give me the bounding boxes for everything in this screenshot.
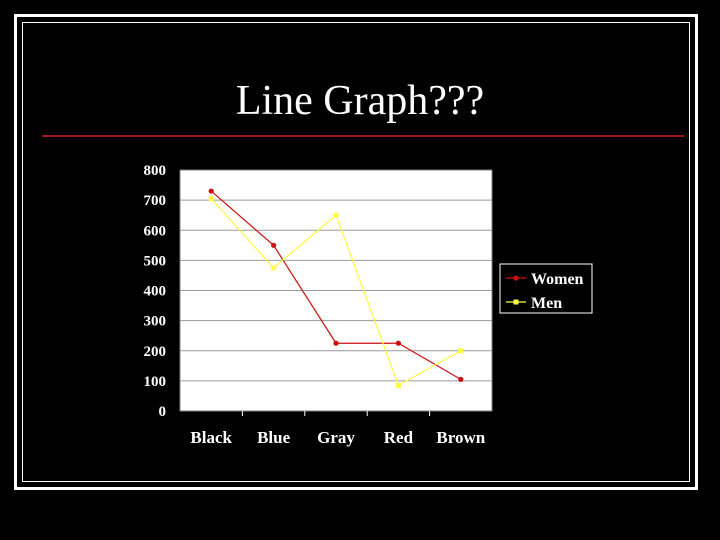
data-point-women [395,340,401,346]
x-tick-label: Gray [317,428,355,447]
data-point-women [271,242,277,248]
slide-title: Line Graph??? [235,78,485,124]
data-point-men [271,265,277,271]
legend: Women Men [499,263,593,314]
series-group [208,188,464,388]
legend-label-men: Men [531,295,562,312]
data-point-men [395,382,401,388]
slide-inner-frame [22,22,690,482]
x-tick-label: Brown [436,428,485,447]
y-tick-label: 700 [144,193,167,209]
data-point-men [333,212,339,218]
legend-box [499,263,593,314]
x-tick-label: Black [190,428,232,447]
y-tick-label: 100 [144,374,167,390]
y-tick-label: 200 [144,344,167,360]
data-point-women [333,340,339,346]
y-tick-label: 500 [144,253,167,269]
legend-marker-women [513,275,519,281]
data-point-women [208,188,214,194]
slide-outer-frame [14,14,698,490]
title-divider [42,135,684,137]
x-tick-label: Red [384,428,414,447]
gridlines [180,199,492,382]
x-tick-label: Blue [257,428,291,447]
data-point-women [458,376,464,382]
y-tick-label: 600 [144,223,167,239]
y-axis-ticks: 0 100 200 300 400 500 600 700 800 [144,163,167,420]
y-tick-label: 0 [159,404,167,420]
y-tick-label: 800 [144,163,167,179]
y-tick-label: 400 [144,284,167,300]
legend-label-women: Women [531,271,584,288]
y-tick-label: 300 [144,314,167,330]
x-axis-ticks: Black Blue Gray Red Brown [190,411,486,447]
data-point-men [208,196,214,202]
data-point-men [458,348,464,354]
legend-marker-men [513,299,519,305]
